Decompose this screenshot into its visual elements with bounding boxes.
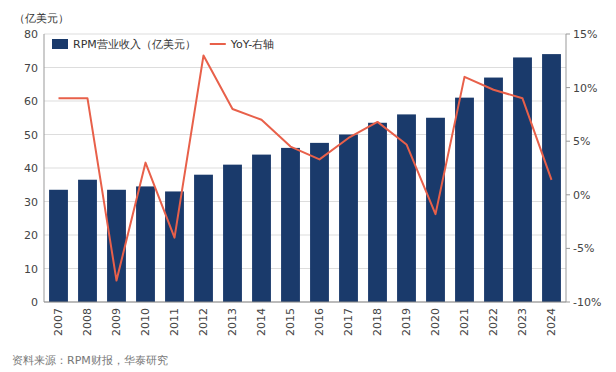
y2-tick-label: 15% — [573, 28, 597, 41]
bar — [310, 143, 329, 302]
bar — [484, 78, 503, 302]
y-tick-label: 40 — [24, 162, 38, 175]
x-tick-label: 2016 — [313, 308, 326, 336]
y-tick-label: 10 — [24, 263, 38, 276]
bar — [107, 190, 126, 302]
legend-label: RPM营业收入（亿美元） — [73, 38, 196, 51]
legend-swatch — [210, 43, 226, 45]
legend-item: YoY-右轴 — [210, 38, 274, 51]
y-tick-label: 60 — [24, 95, 38, 108]
x-tick-label: 2014 — [255, 308, 268, 336]
legend-swatch — [52, 39, 68, 49]
y-tick-label: 0 — [31, 296, 38, 309]
x-tick-label: 2023 — [516, 308, 529, 336]
bar — [136, 186, 155, 302]
x-axis-line — [44, 302, 566, 303]
y-axis-label: （亿美元） — [14, 12, 69, 25]
bar — [339, 135, 358, 303]
y-tick-label: 30 — [24, 196, 38, 209]
axes: 0 10 20 30 40 50 60 70 80 -10% -5% 0% 5% 10% 15% 2007 20… — [24, 28, 601, 336]
bar — [194, 175, 213, 302]
line — [59, 55, 552, 280]
y2-tick-label: 5% — [573, 135, 590, 148]
x-tick-label: 2008 — [81, 308, 94, 336]
y-tick-label: 80 — [24, 28, 38, 41]
y2-tick-label: -5% — [573, 242, 594, 255]
bar — [223, 165, 242, 302]
bar — [78, 180, 97, 302]
y-axis-line — [44, 34, 45, 302]
x-tick-label: 2009 — [110, 308, 123, 336]
x-tick-label: 2019 — [400, 308, 413, 336]
x-tick-label: 2010 — [139, 308, 152, 336]
y2-tick-label: 10% — [573, 82, 597, 95]
x-tick-label: 2022 — [487, 308, 500, 336]
x-tick-label: 2018 — [371, 308, 384, 336]
x-tick-label: 2024 — [545, 308, 558, 336]
source-note: 资料来源：RPM财报，华泰研究 — [12, 354, 168, 367]
grid-line — [44, 67, 566, 68]
y2-tick — [566, 87, 570, 88]
x-tick-label: 2015 — [284, 308, 297, 336]
bar — [513, 57, 532, 302]
grid-line — [44, 34, 566, 35]
x-tick-label: 2013 — [226, 308, 239, 336]
x-tick-label: 2020 — [429, 308, 442, 336]
y2-tick — [566, 194, 570, 195]
x-tick-label: 2017 — [342, 308, 355, 336]
bar — [281, 148, 300, 302]
x-tick-label: 2021 — [458, 308, 471, 336]
bar — [455, 98, 474, 302]
y-tick-label: 20 — [24, 229, 38, 242]
y-tick-label: 70 — [24, 62, 38, 75]
grid-line — [44, 302, 566, 303]
x-tick-label: 2007 — [52, 308, 65, 336]
legend-item: RPM营业收入（亿美元） — [52, 38, 196, 51]
y2-tick — [566, 302, 570, 303]
y2-tick-label: 0% — [573, 189, 590, 202]
x-tick-label: 2011 — [168, 308, 181, 336]
bar — [397, 114, 416, 302]
chart: 0 10 20 30 40 50 60 70 80 -10% -5% 0% 5% 10% 15% 2007 20… — [0, 0, 616, 372]
marks — [49, 54, 561, 302]
y2-axis-line — [566, 34, 567, 302]
y2-tick-label: -10% — [573, 296, 601, 309]
y-tick-label: 50 — [24, 129, 38, 142]
legend: RPM营业收入（亿美元） YoY-右轴 — [52, 38, 274, 51]
y2-tick — [566, 248, 570, 249]
y2-tick — [566, 141, 570, 142]
x-tick-label: 2012 — [197, 308, 210, 336]
bar — [49, 190, 68, 302]
legend-label: YoY-右轴 — [230, 38, 274, 51]
bar — [368, 123, 387, 302]
bar — [252, 155, 271, 302]
y2-tick — [566, 34, 570, 35]
bar — [165, 191, 184, 302]
